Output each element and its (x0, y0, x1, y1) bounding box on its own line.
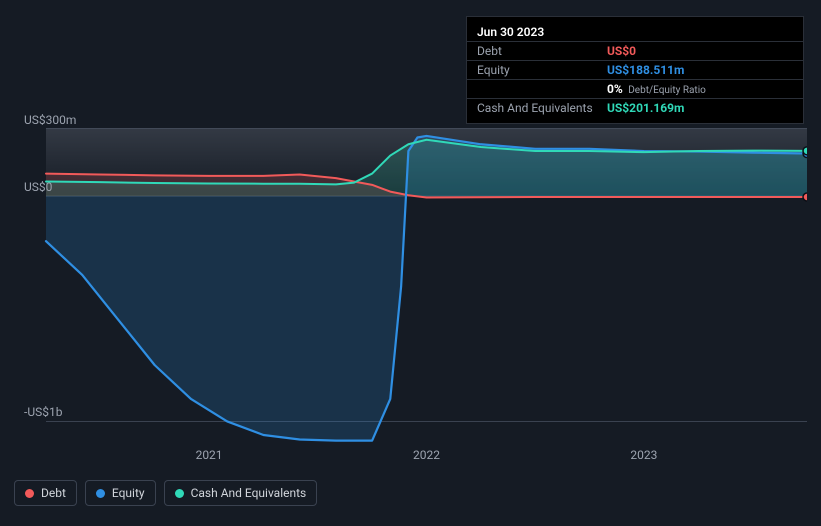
tooltip-rows: DebtUS$0EquityUS$188.511m0% Debt/Equity … (467, 41, 803, 117)
x-tick-label: 2021 (196, 448, 223, 462)
chart-tooltip: Jun 30 2023 DebtUS$0EquityUS$188.511m0% … (466, 16, 804, 124)
tooltip-value: US$201.169m (607, 101, 684, 115)
tooltip-value: US$188.511m (607, 63, 684, 77)
y-tick-label: -US$1b (24, 405, 86, 419)
tooltip-row: DebtUS$0 (467, 41, 803, 60)
tooltip-row: Cash And EquivalentsUS$201.169m (467, 98, 803, 117)
legend-item-debt[interactable]: Debt (14, 480, 77, 506)
x-axis-labels: 2021 2022 2023 (14, 448, 807, 466)
tooltip-value: 0% Debt/Equity Ratio (607, 82, 706, 96)
legend-item-cash[interactable]: Cash And Equivalents (164, 480, 318, 506)
chart-svg (14, 124, 807, 444)
x-tick-label: 2023 (630, 448, 657, 462)
tooltip-key (477, 82, 607, 96)
legend-dot-icon (96, 489, 105, 498)
y-tick-label: US$300m (24, 113, 86, 127)
tooltip-row: 0% Debt/Equity Ratio (467, 79, 803, 98)
chart-root: Jun 30 2023 DebtUS$0EquityUS$188.511m0% … (0, 0, 821, 526)
legend-item-equity[interactable]: Equity (85, 480, 156, 506)
legend-dot-icon (175, 489, 184, 498)
tooltip-key: Cash And Equivalents (477, 101, 607, 115)
y-tick-label: US$0 (24, 180, 86, 194)
chart-legend: Debt Equity Cash And Equivalents (14, 480, 317, 506)
tooltip-row: EquityUS$188.511m (467, 60, 803, 79)
tooltip-key: Debt (477, 44, 607, 58)
x-tick-label: 2022 (413, 448, 440, 462)
legend-label: Equity (112, 486, 145, 500)
tooltip-value: US$0 (607, 44, 636, 58)
legend-dot-icon (25, 489, 34, 498)
legend-label: Cash And Equivalents (191, 486, 307, 500)
legend-label: Debt (41, 486, 66, 500)
chart-area[interactable]: US$300mUS$0-US$1b (14, 124, 807, 444)
tooltip-key: Equity (477, 63, 607, 77)
tooltip-date: Jun 30 2023 (467, 23, 803, 41)
